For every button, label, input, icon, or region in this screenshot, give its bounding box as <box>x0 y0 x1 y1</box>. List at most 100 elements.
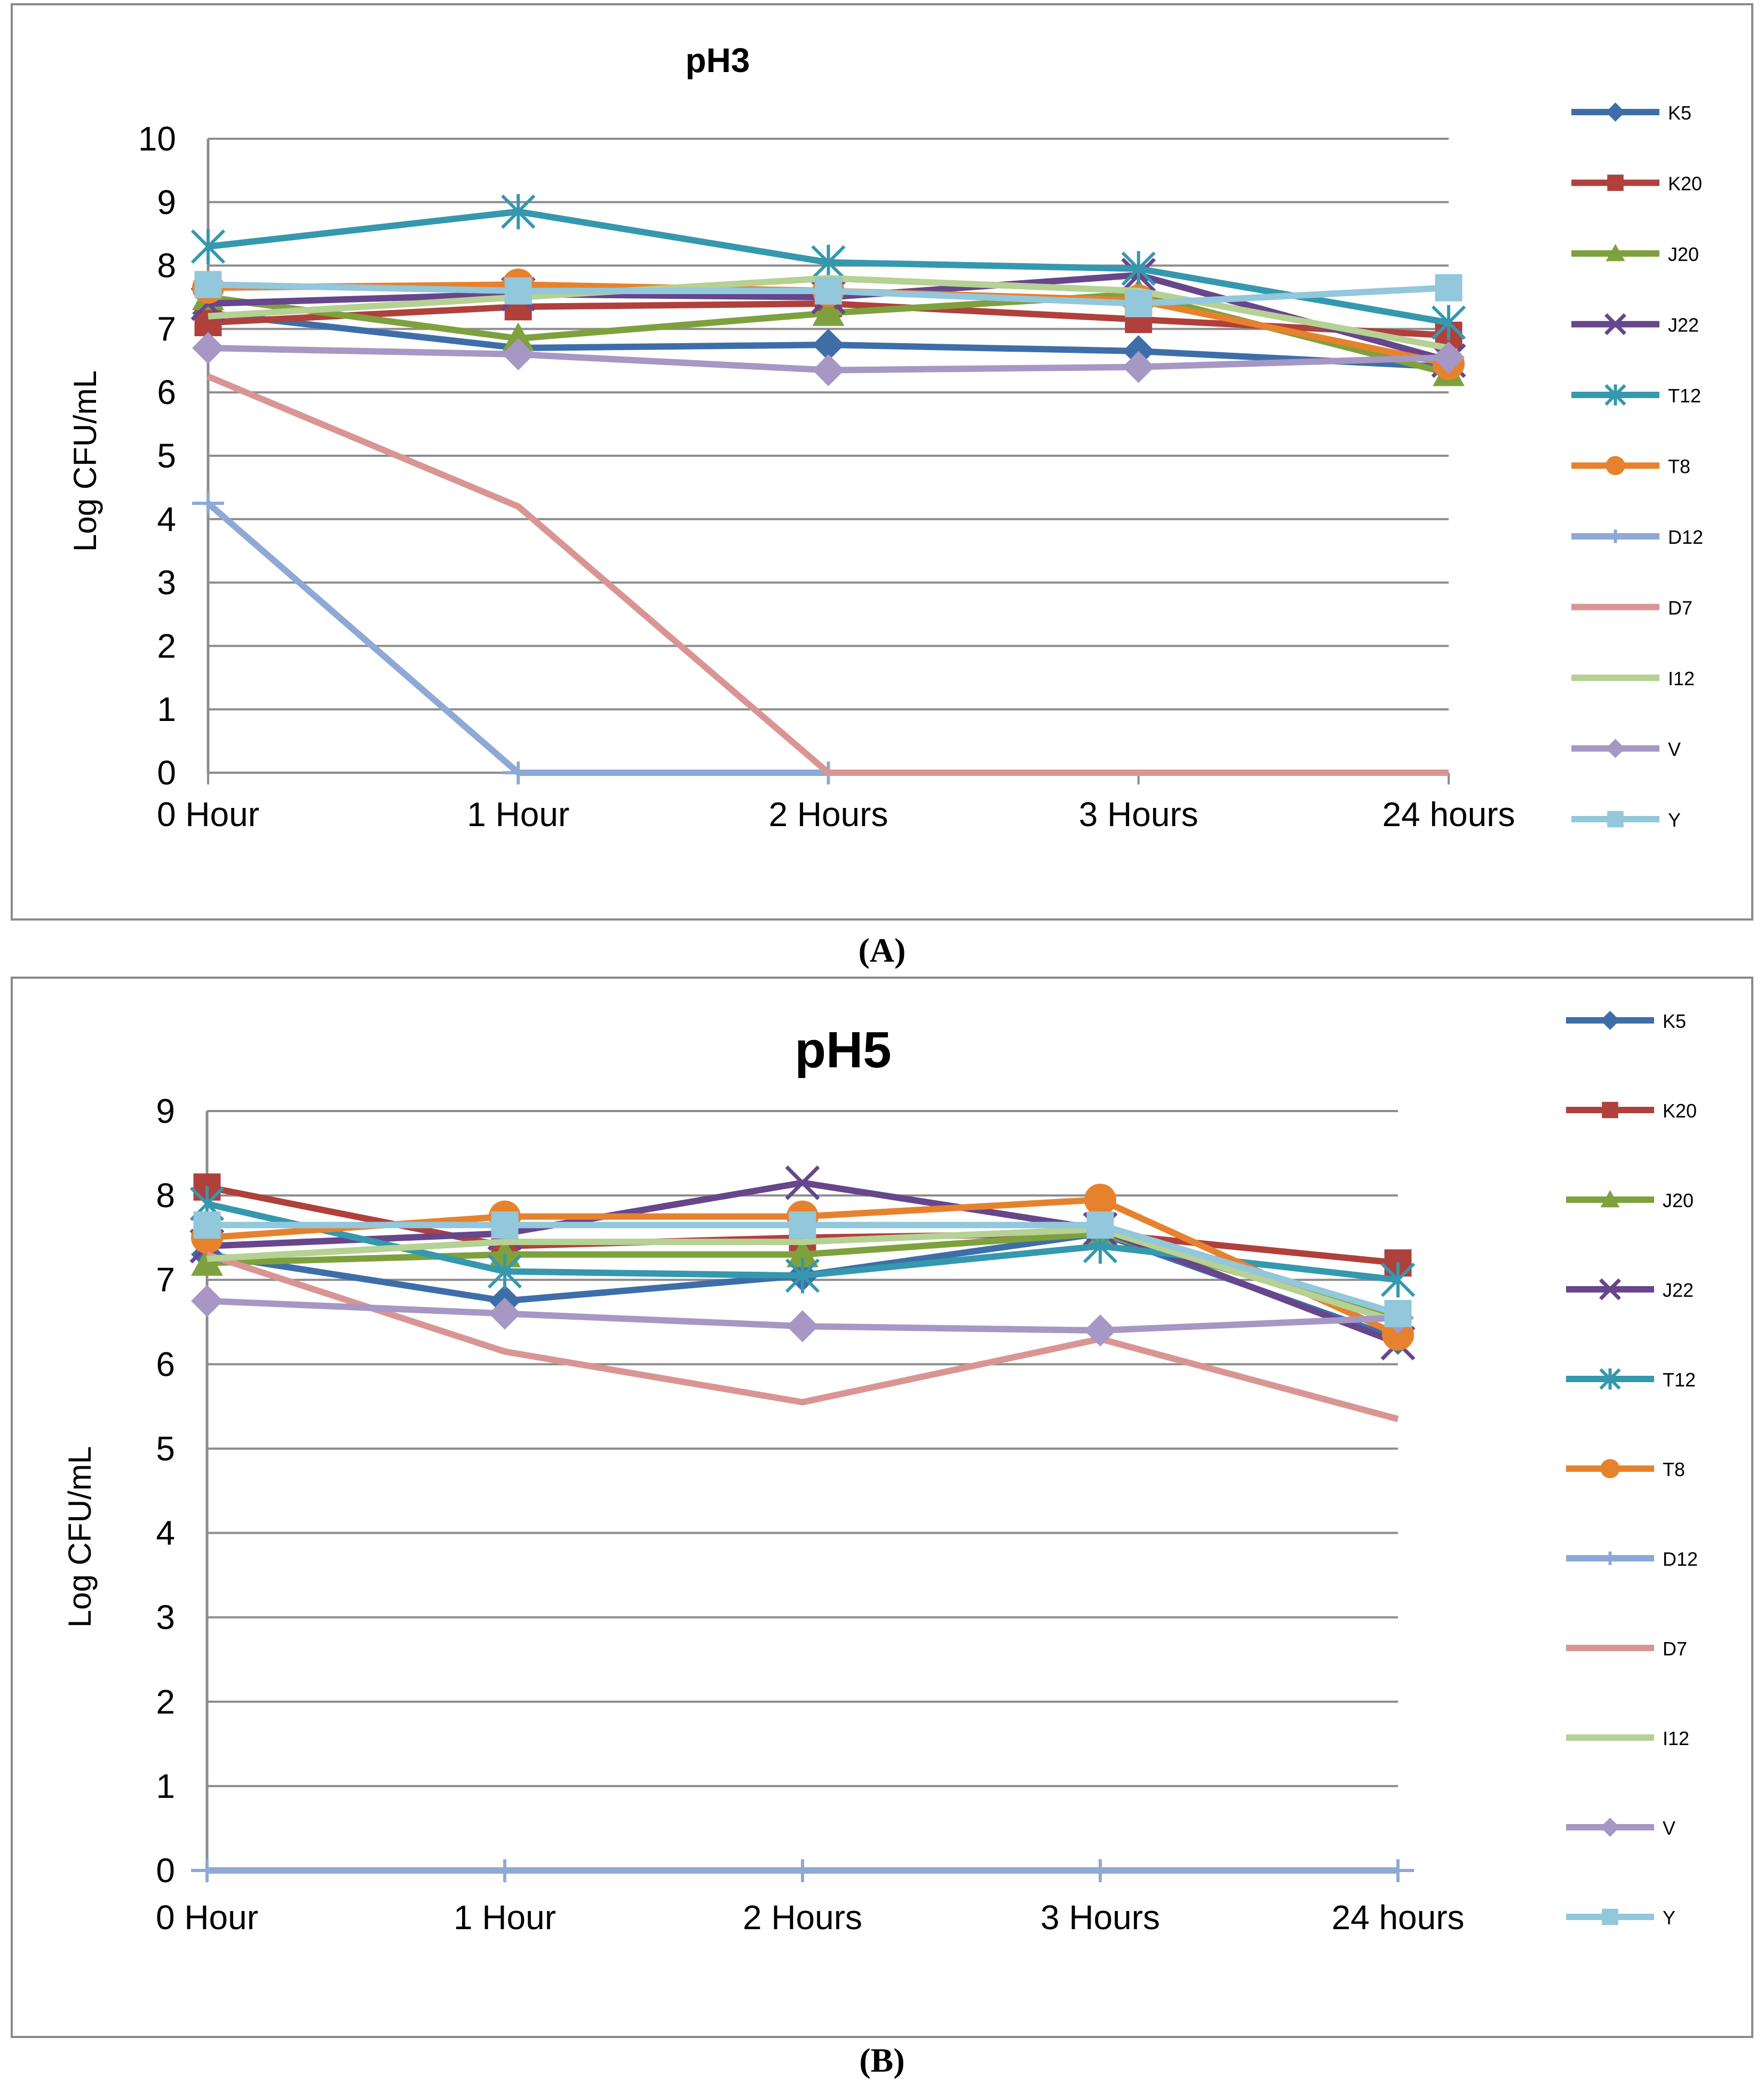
legend-entry-d7: D7 <box>1571 597 1693 619</box>
legend-marker <box>1599 1368 1621 1390</box>
x-tick-label: 3 Hours <box>1040 1898 1160 1937</box>
y-tick-label: 0 <box>157 754 176 792</box>
data-point <box>1084 1184 1116 1216</box>
legend-marker <box>1600 1459 1620 1478</box>
y-tick-label: 5 <box>156 1429 175 1468</box>
y-tick-label: 0 <box>156 1851 175 1890</box>
legend-marker <box>1599 1278 1621 1301</box>
data-point <box>502 762 535 784</box>
y-tick-label: 3 <box>157 564 176 602</box>
data-point <box>786 1238 819 1267</box>
legend-label: D7 <box>1663 1638 1687 1660</box>
legend-entry-t8: T8 <box>1566 1458 1685 1480</box>
y-tick-label: 4 <box>157 500 176 538</box>
x-tick-label: 2 Hours <box>768 795 888 834</box>
legend-label: K5 <box>1668 102 1691 124</box>
panel-a-plot: 0 1 2 3 4 5 6 7 8 9 10 0 Hour 1 Hour 2 Hours 3 Hours 24… <box>138 120 1515 834</box>
y-tick-label: 6 <box>157 373 176 411</box>
legend-label: D12 <box>1668 526 1703 548</box>
y-tick-label: 4 <box>156 1514 175 1552</box>
data-point <box>1431 305 1466 340</box>
data-point <box>1380 1262 1416 1298</box>
series-d12 <box>191 1859 1414 1882</box>
legend-marker <box>1606 102 1625 122</box>
data-point <box>193 1211 221 1239</box>
y-tick-label: 10 <box>138 120 176 158</box>
data-point <box>811 244 846 280</box>
legend-entry-j20: J20 <box>1571 243 1699 265</box>
y-tick-label: 9 <box>156 1092 175 1130</box>
data-point <box>194 271 222 298</box>
series-t12 <box>190 194 1466 340</box>
panel-b-label: (B) <box>859 2041 904 2079</box>
y-tick-label: 2 <box>157 627 176 665</box>
legend-marker <box>1606 529 1625 543</box>
data-point <box>502 338 535 370</box>
series-y <box>194 271 1463 318</box>
legend-entry-j20: J20 <box>1566 1190 1694 1211</box>
data-point <box>1382 1859 1414 1882</box>
legend-entry-t12: T12 <box>1571 384 1701 407</box>
legend-label: I12 <box>1663 1727 1689 1749</box>
legend-entry-i12: I12 <box>1571 668 1695 689</box>
data-point <box>487 1254 522 1289</box>
legend-label: J20 <box>1663 1190 1694 1211</box>
series-line <box>206 373 1449 776</box>
series-line <box>206 1226 1399 1326</box>
y-tick-label: 8 <box>157 247 176 285</box>
y-tick-label: 5 <box>157 437 176 475</box>
legend-label: V <box>1668 739 1681 760</box>
legend-entry-k5: K5 <box>1566 1010 1686 1032</box>
legend-marker <box>1606 244 1625 261</box>
legend-marker <box>1607 811 1624 828</box>
series-v <box>192 332 1465 386</box>
y-tick-label: 2 <box>156 1683 175 1721</box>
legend-marker <box>1600 1818 1620 1837</box>
legend-marker <box>1602 1908 1618 1925</box>
data-point <box>1122 351 1155 383</box>
data-point <box>785 1258 820 1294</box>
series-line <box>206 1251 1399 1422</box>
data-point <box>815 277 842 305</box>
legend-label: I12 <box>1668 668 1695 689</box>
legend-entry-d12: D12 <box>1566 1548 1698 1570</box>
data-point <box>786 1310 819 1343</box>
panel-a-ylabel: Log CFU/mL <box>67 370 103 552</box>
data-point <box>1121 251 1156 287</box>
data-point <box>192 492 224 515</box>
y-tick-label: 7 <box>157 310 176 348</box>
data-point <box>789 1211 816 1239</box>
panel-b: pH5 Log CFU/mL 0 1 2 3 4 5 6 7 8 9 0 Hour 1 Hour 2 H… <box>11 977 1753 2038</box>
x-tick-label: 24 hours <box>1382 795 1515 834</box>
data-point <box>1125 290 1153 318</box>
legend-label: D12 <box>1663 1548 1698 1570</box>
y-tick-label: 9 <box>157 183 176 221</box>
legend-label: Y <box>1668 809 1681 831</box>
data-point <box>489 1859 521 1882</box>
legend-label: K5 <box>1663 1010 1686 1032</box>
panel-b-title: pH5 <box>794 1021 891 1079</box>
legend-entry-v: V <box>1566 1817 1675 1839</box>
panel-a-frame <box>11 3 1753 921</box>
y-tick-label: 6 <box>156 1345 175 1383</box>
legend-entry-k20: K20 <box>1566 1100 1697 1122</box>
legend-label: J20 <box>1668 243 1699 265</box>
legend-label: T12 <box>1663 1369 1696 1391</box>
x-tick-label: 3 Hours <box>1079 795 1198 834</box>
x-tick-label: 1 Hour <box>467 795 569 834</box>
panel-a-legend: K5 K20 J20 J22 T12 T8 D12 D7 I12 V Y <box>1571 102 1703 831</box>
x-tick-label: 2 Hours <box>743 1898 862 1937</box>
data-point <box>1384 1299 1412 1327</box>
x-tick-label: 0 Hour <box>157 795 259 834</box>
legend-label: D7 <box>1668 597 1693 619</box>
legend-label: T8 <box>1663 1458 1685 1480</box>
legend-label: K20 <box>1668 173 1702 195</box>
data-point <box>504 277 532 305</box>
data-point <box>1084 1314 1116 1347</box>
legend-label: T8 <box>1668 456 1690 478</box>
data-point <box>1084 1859 1116 1882</box>
data-point <box>502 322 535 352</box>
legend-label: T12 <box>1668 385 1701 407</box>
data-point <box>191 1247 223 1276</box>
